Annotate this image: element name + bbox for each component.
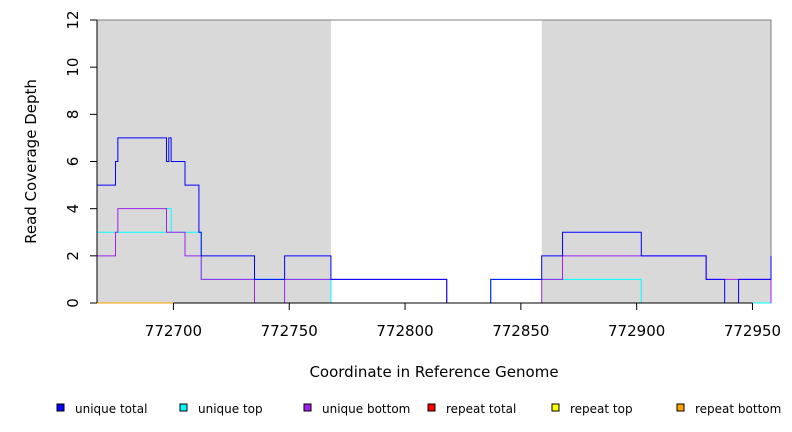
legend-swatch <box>427 403 436 412</box>
x-tick-label: 772900 <box>608 322 665 340</box>
legend-swatch <box>179 403 188 412</box>
legend: unique total unique top unique bottom repea… <box>56 402 781 416</box>
legend-item-unique-top: unique top <box>179 402 263 416</box>
legend-label: repeat top <box>570 402 633 416</box>
y-tick-label: 0 <box>64 298 82 308</box>
series-unique-total <box>97 137 772 304</box>
shaded-region-1 <box>97 20 331 303</box>
legend-swatch <box>551 403 560 412</box>
legend-label: repeat total <box>446 402 516 416</box>
x-axis-label: Coordinate in Reference Genome <box>309 363 558 381</box>
shaded-regions <box>97 20 771 303</box>
x-tick-label: 772700 <box>145 322 202 340</box>
x-tick-label: 772950 <box>724 322 781 340</box>
legend-label: repeat bottom <box>695 402 781 416</box>
y-tick-label: 6 <box>64 157 82 167</box>
legend-label: unique total <box>75 402 147 416</box>
legend-label: unique bottom <box>322 402 410 416</box>
axes: 772700 772750 772800 772850 772900 772950 0 2 4 6… <box>64 10 781 340</box>
legend-swatch <box>56 403 65 412</box>
shaded-region-2 <box>541 20 771 303</box>
legend-swatch <box>303 403 312 412</box>
legend-item-unique-bottom: unique bottom <box>303 402 410 416</box>
legend-item-unique-total: unique total <box>56 402 147 416</box>
x-tick-label: 772750 <box>261 322 318 340</box>
legend-item-repeat-bottom: repeat bottom <box>676 402 781 416</box>
legend-swatch <box>676 403 685 412</box>
legend-label: unique top <box>198 402 263 416</box>
x-tick-label: 772800 <box>376 322 433 340</box>
y-tick-label: 8 <box>64 110 82 120</box>
y-tick-label: 2 <box>64 251 82 261</box>
legend-item-repeat-top: repeat top <box>551 402 633 416</box>
y-tick-label: 4 <box>64 204 82 214</box>
y-tick-label: 10 <box>64 58 82 77</box>
y-axis-label: Read Coverage Depth <box>22 79 40 244</box>
y-tick-label: 12 <box>64 10 82 29</box>
legend-item-repeat-total: repeat total <box>427 402 516 416</box>
x-tick-label: 772850 <box>492 322 549 340</box>
